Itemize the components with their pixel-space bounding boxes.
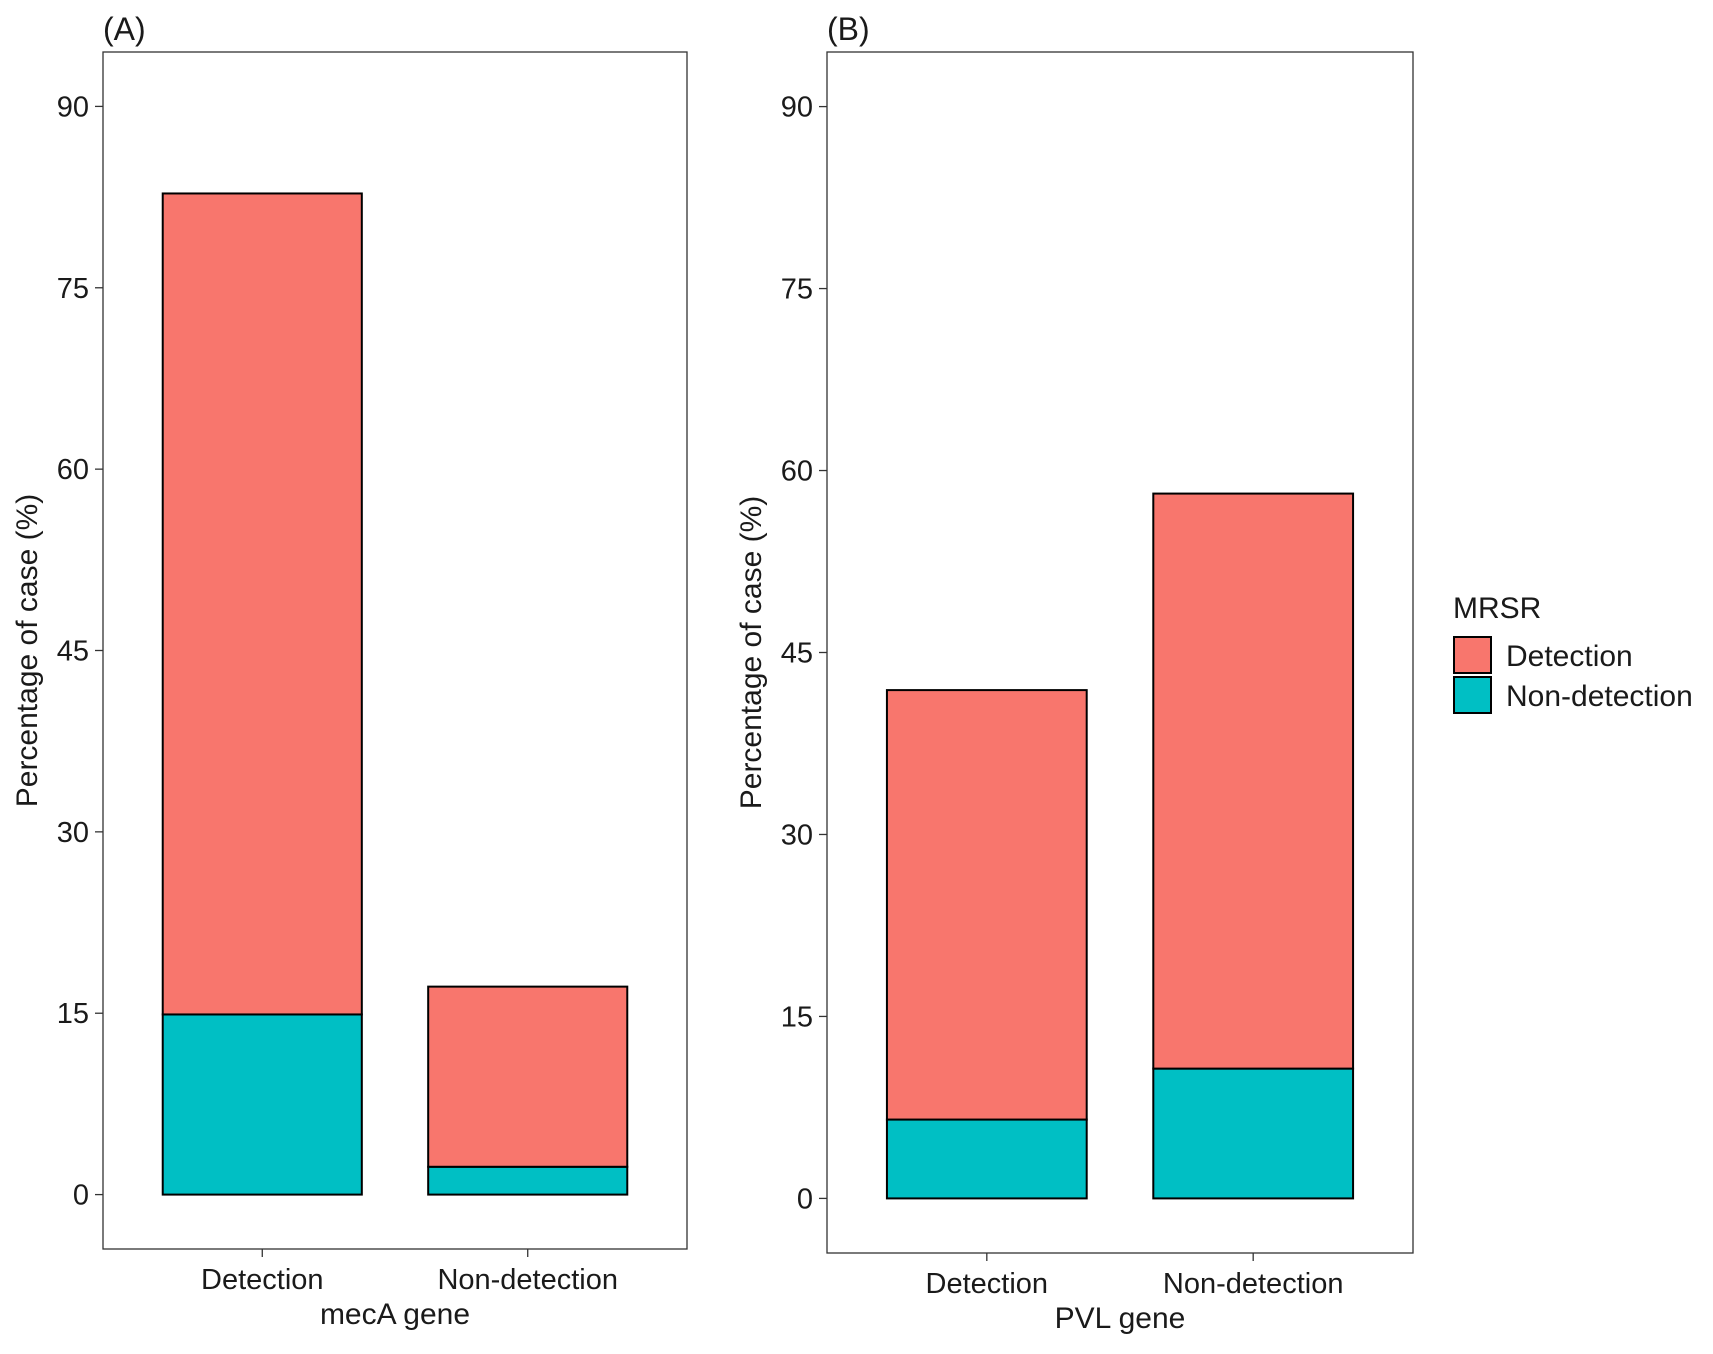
x-tick-label: Non-detection <box>1163 1268 1344 1300</box>
y-tick-label: 0 <box>73 1180 89 1212</box>
x-tick-label: Detection <box>926 1268 1049 1300</box>
bar-segment <box>1152 1067 1355 1200</box>
x-axis-label: PVL gene <box>1055 1302 1186 1335</box>
legend-label: Non-detection <box>1506 680 1693 713</box>
y-tick-label: 60 <box>57 454 89 486</box>
legend-title: MRSR <box>1453 592 1541 625</box>
bar-segment <box>885 689 1088 1121</box>
y-tick-label: 90 <box>781 92 813 124</box>
panel-label: (B) <box>827 11 870 47</box>
y-axis-label: Percentage of case (%) <box>735 496 768 810</box>
y-tick-label: 0 <box>797 1183 813 1215</box>
bar-segment <box>427 1165 629 1196</box>
y-tick-label: 30 <box>781 819 813 851</box>
y-tick-label: 75 <box>781 274 813 306</box>
legend-swatch <box>1453 676 1492 714</box>
y-axis-label: Percentage of case (%) <box>11 494 44 808</box>
y-tick-label: 15 <box>57 998 89 1030</box>
bar-segment <box>1152 492 1355 1070</box>
x-tick-label: Non-detection <box>437 1264 618 1296</box>
bar-segment <box>427 985 629 1168</box>
y-tick-label: 15 <box>781 1001 813 1033</box>
panel-label: (A) <box>103 11 146 47</box>
y-tick-label: 45 <box>57 636 89 668</box>
y-tick-label: 90 <box>57 91 89 123</box>
legend-swatch <box>1453 636 1492 674</box>
legend-label: Detection <box>1506 640 1633 673</box>
bar-segment <box>885 1118 1088 1200</box>
bar-segment <box>161 1013 363 1196</box>
x-tick-label: Detection <box>201 1264 324 1296</box>
y-tick-label: 75 <box>57 273 89 305</box>
y-tick-label: 60 <box>781 456 813 488</box>
bar-segment <box>161 192 363 1016</box>
y-tick-label: 45 <box>781 638 813 670</box>
x-axis-label: mecA gene <box>320 1298 470 1331</box>
y-tick-label: 30 <box>57 817 89 849</box>
